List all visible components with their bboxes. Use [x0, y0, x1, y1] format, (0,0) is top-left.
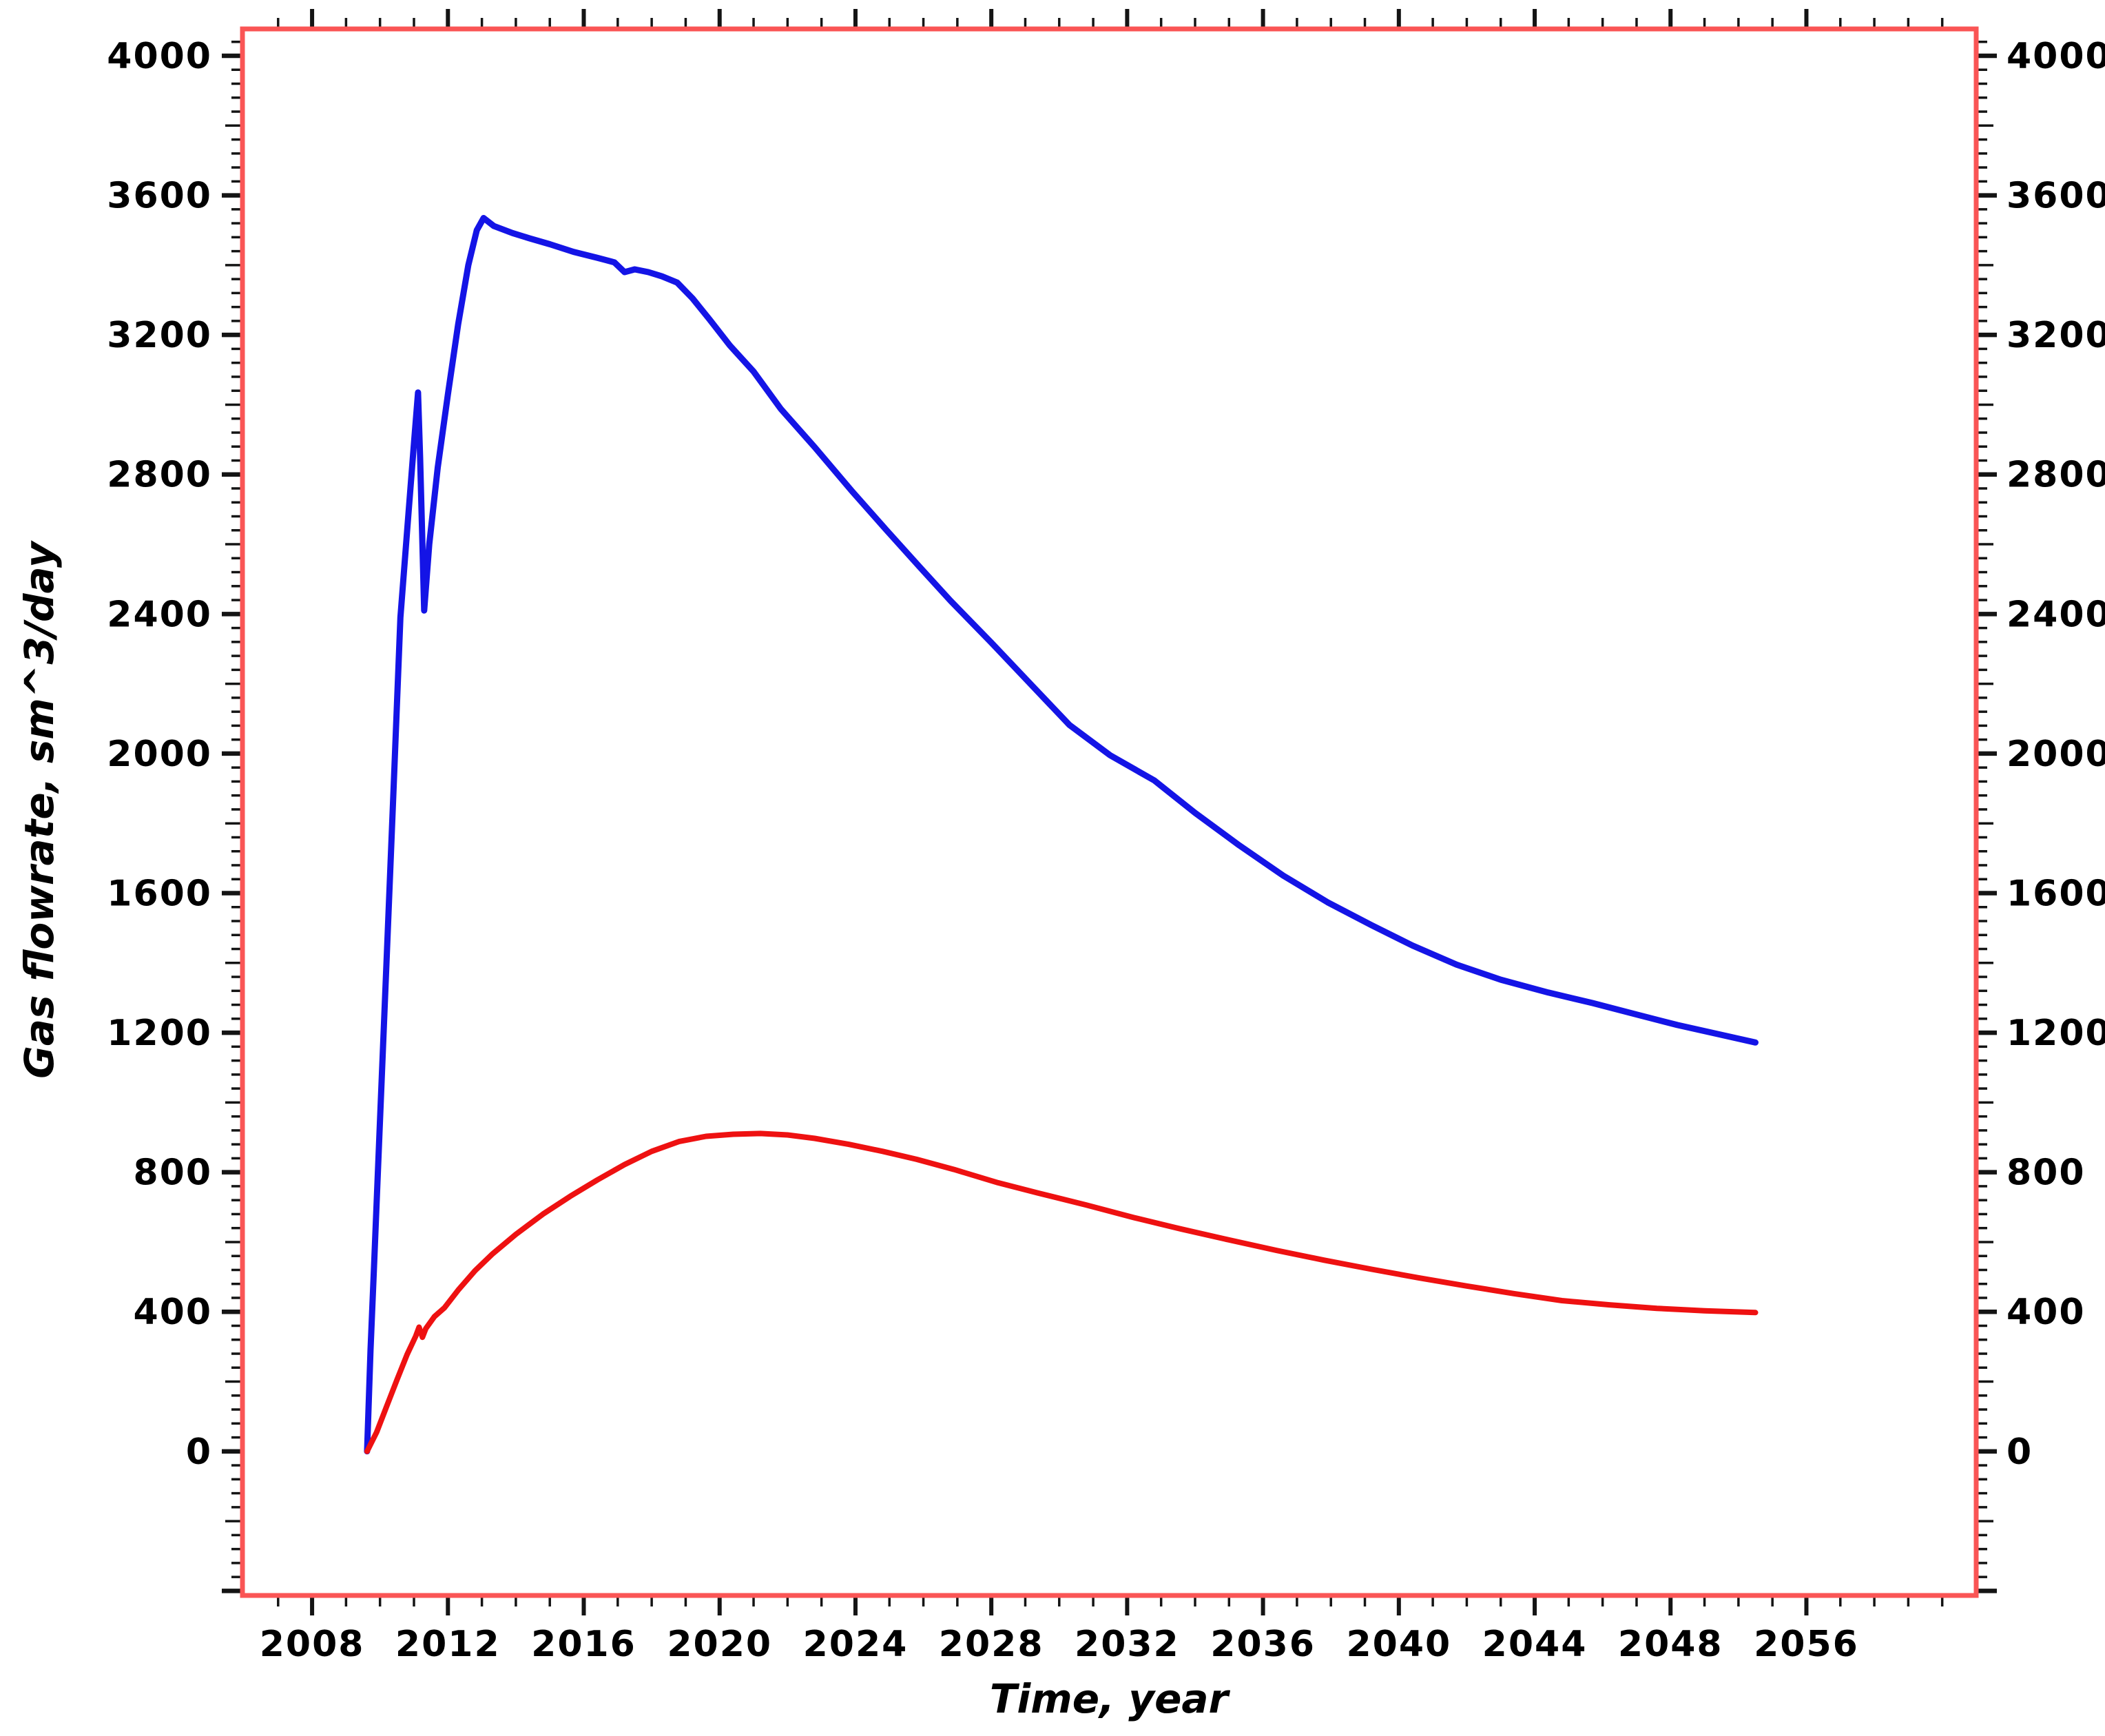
red-curve: [364, 1130, 1759, 1454]
x-tick-label: 2024: [803, 1624, 909, 1665]
y-tick-label-left: 3200: [107, 315, 212, 356]
y-tick-label-right: 400: [2007, 1292, 2086, 1333]
x-tick-label: 2056: [1754, 1624, 1859, 1665]
y-tick-label-left: 0: [186, 1432, 212, 1473]
x-tick-label: 2020: [667, 1624, 772, 1665]
y-tick-label-left: 4000: [107, 36, 212, 77]
y-tick-label-left: 2800: [107, 455, 212, 496]
x-tick-label: 2044: [1482, 1624, 1588, 1665]
y-tick-label-right: 3200: [2007, 315, 2105, 356]
y-axis-title: Gas flowrate, sm^3/day: [16, 541, 63, 1079]
y-tick-label-right: 2000: [2007, 734, 2105, 775]
y-tick-label-right: 3600: [2007, 176, 2105, 217]
x-tick-label: 2012: [395, 1624, 501, 1665]
y-tick-label-right: 0: [2007, 1432, 2033, 1473]
x-tick-label: 2016: [531, 1624, 636, 1665]
y-tick-label-left: 1200: [107, 1013, 212, 1054]
x-tick-label: 2032: [1075, 1624, 1180, 1665]
x-axis-title: Time, year: [989, 1675, 1229, 1722]
plot-frame: [240, 26, 1979, 1598]
blue-curve: [364, 215, 1759, 1455]
x-tick-label: 2040: [1346, 1624, 1451, 1665]
y-tick-label-left: 2000: [107, 734, 212, 775]
x-tick-label: 2036: [1210, 1624, 1316, 1665]
y-tick-label-left: 3600: [107, 176, 212, 217]
y-tick-label-right: 2400: [2007, 594, 2105, 635]
y-tick-label-left: 1600: [107, 873, 212, 914]
y-tick-label-right: 1200: [2007, 1013, 2105, 1054]
y-tick-label-right: 4000: [2007, 36, 2105, 77]
x-tick-label: 2028: [939, 1624, 1044, 1665]
y-tick-label-left: 2400: [107, 594, 212, 635]
y-tick-label-left: 400: [133, 1292, 212, 1333]
x-tick-label: 2048: [1618, 1624, 1723, 1665]
y-tick-label-left: 800: [133, 1153, 212, 1194]
y-tick-label-right: 1600: [2007, 873, 2105, 914]
x-tick-label: 2008: [260, 1624, 365, 1665]
y-tick-label-right: 2800: [2007, 455, 2105, 496]
y-tick-label-right: 800: [2007, 1153, 2086, 1194]
